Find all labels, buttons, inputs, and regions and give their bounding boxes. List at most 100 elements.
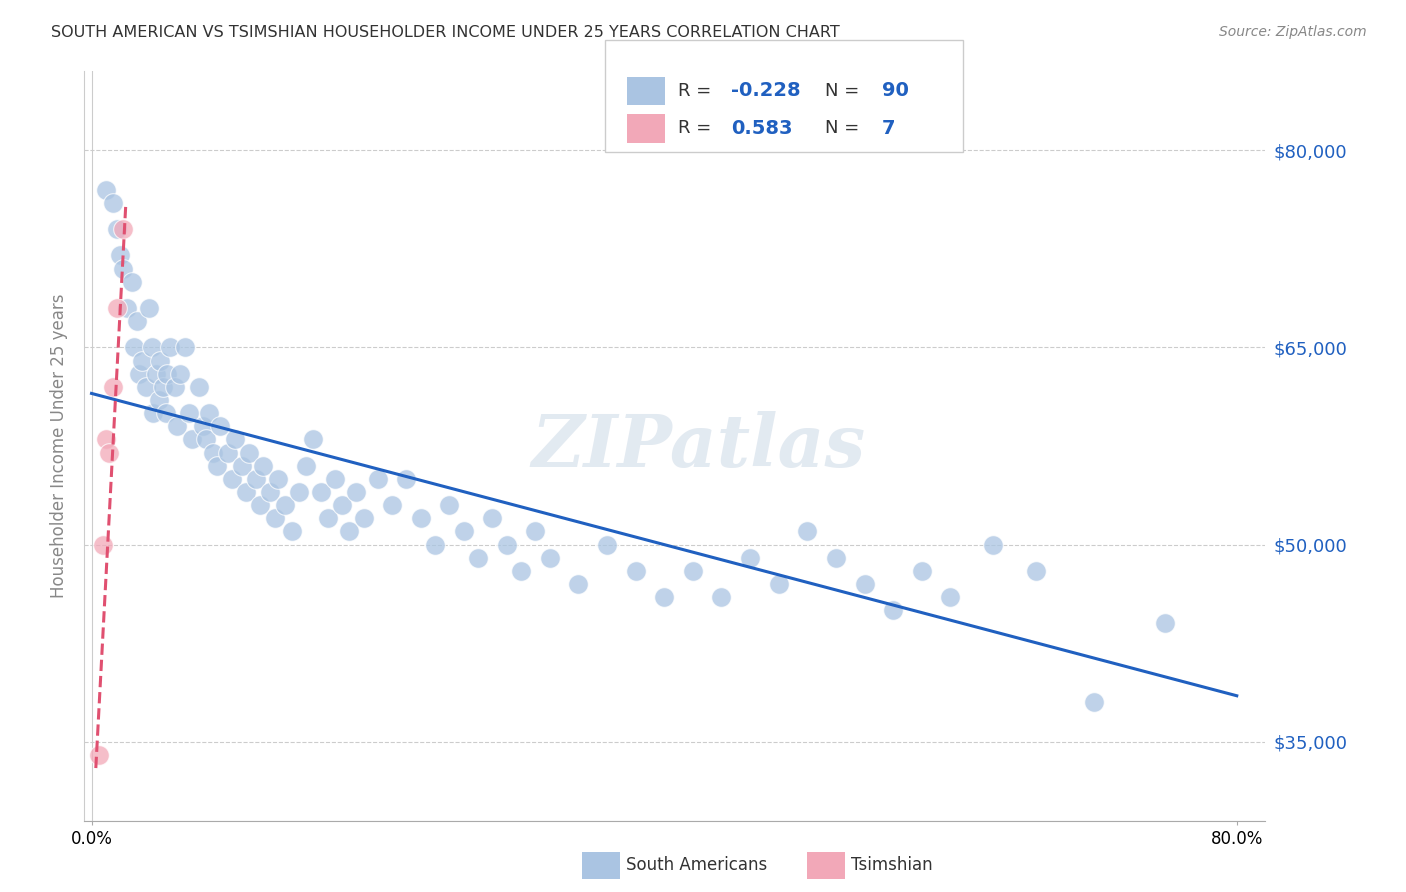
- Point: [180, 433, 202, 447]
- Point: [105, 301, 128, 315]
- Text: Source: ZipAtlas.com: Source: ZipAtlas.com: [1219, 25, 1367, 39]
- Point: [882, 603, 904, 617]
- Point: [423, 538, 446, 552]
- Point: [128, 367, 150, 381]
- Text: South Americans: South Americans: [626, 856, 766, 874]
- Point: [495, 538, 517, 552]
- Point: [108, 248, 131, 262]
- Point: [235, 485, 257, 500]
- Point: [163, 380, 186, 394]
- Text: 7: 7: [882, 119, 896, 138]
- Point: [141, 340, 163, 354]
- Point: [323, 472, 346, 486]
- Point: [198, 406, 221, 420]
- Point: [983, 538, 1005, 552]
- Text: N =: N =: [825, 82, 865, 100]
- Point: [127, 314, 149, 328]
- Y-axis label: Householder Income Under 25 years: Householder Income Under 25 years: [51, 293, 69, 599]
- Point: [217, 445, 239, 459]
- Text: R =: R =: [678, 82, 717, 100]
- Point: [87, 747, 110, 762]
- Point: [156, 367, 179, 381]
- Point: [193, 419, 215, 434]
- Point: [395, 472, 418, 486]
- Point: [738, 550, 761, 565]
- Point: [155, 406, 177, 420]
- Point: [939, 590, 962, 604]
- Text: ZIPatlas: ZIPatlas: [531, 410, 866, 482]
- Point: [453, 524, 475, 539]
- Point: [652, 590, 675, 604]
- Point: [1154, 616, 1177, 631]
- Point: [148, 392, 170, 407]
- Text: Tsimshian: Tsimshian: [851, 856, 932, 874]
- Text: 90: 90: [882, 81, 908, 101]
- Point: [710, 590, 733, 604]
- Point: [252, 458, 274, 473]
- Point: [337, 524, 360, 539]
- Point: [117, 301, 139, 315]
- Point: [295, 458, 318, 473]
- Point: [149, 353, 172, 368]
- Point: [121, 275, 143, 289]
- Point: [768, 577, 790, 591]
- Point: [169, 367, 191, 381]
- Point: [195, 433, 218, 447]
- Text: R =: R =: [678, 120, 717, 137]
- Point: [135, 380, 157, 394]
- Point: [302, 433, 325, 447]
- Point: [142, 406, 165, 420]
- Point: [124, 340, 146, 354]
- Point: [105, 222, 128, 236]
- Point: [796, 524, 818, 539]
- Point: [97, 445, 120, 459]
- Point: [91, 538, 114, 552]
- Point: [166, 419, 188, 434]
- Text: N =: N =: [825, 120, 865, 137]
- Point: [596, 538, 619, 552]
- Point: [274, 498, 297, 512]
- Point: [510, 564, 533, 578]
- Text: -0.228: -0.228: [731, 81, 801, 101]
- Point: [538, 550, 561, 565]
- Point: [439, 498, 461, 512]
- Point: [381, 498, 404, 512]
- Point: [152, 380, 174, 394]
- Text: 0.583: 0.583: [731, 119, 793, 138]
- Point: [1025, 564, 1047, 578]
- Point: [524, 524, 547, 539]
- Point: [159, 340, 181, 354]
- Point: [309, 485, 332, 500]
- Point: [409, 511, 432, 525]
- Point: [682, 564, 704, 578]
- Point: [207, 458, 229, 473]
- Point: [316, 511, 339, 525]
- Text: SOUTH AMERICAN VS TSIMSHIAN HOUSEHOLDER INCOME UNDER 25 YEARS CORRELATION CHART: SOUTH AMERICAN VS TSIMSHIAN HOUSEHOLDER …: [51, 25, 839, 40]
- Point: [187, 380, 209, 394]
- Point: [330, 498, 353, 512]
- Point: [467, 550, 489, 565]
- Point: [111, 261, 134, 276]
- Point: [344, 485, 367, 500]
- Point: [353, 511, 375, 525]
- Point: [202, 445, 225, 459]
- Point: [238, 445, 260, 459]
- Point: [221, 472, 243, 486]
- Point: [911, 564, 934, 578]
- Point: [111, 222, 134, 236]
- Point: [825, 550, 848, 565]
- Point: [288, 485, 311, 500]
- Point: [567, 577, 589, 591]
- Point: [367, 472, 389, 486]
- Point: [249, 498, 271, 512]
- Point: [281, 524, 304, 539]
- Point: [624, 564, 647, 578]
- Point: [263, 511, 285, 525]
- Point: [145, 367, 167, 381]
- Point: [259, 485, 281, 500]
- Point: [173, 340, 195, 354]
- Point: [224, 433, 246, 447]
- Point: [853, 577, 876, 591]
- Point: [94, 183, 117, 197]
- Point: [138, 301, 160, 315]
